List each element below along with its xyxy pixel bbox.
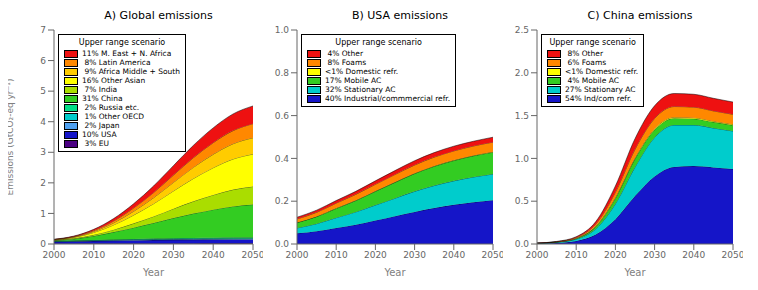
html-text:32% Stationary AC: 32% Stationary AC [325,85,396,94]
html-text:Upper range scenario: Upper range scenario [335,38,422,47]
svg-text:2040: 2040 [682,250,705,260]
svg-text:0.5: 0.5 [515,196,529,206]
html-text:40% Industrial/commmercial ref: 40% Industrial/commmercial refr. [325,94,451,103]
svg-text:0.8: 0.8 [275,68,290,78]
svg-text:Year: Year [142,267,165,276]
svg-text:Emissions (GtCO₂-eq yr⁻¹): Emissions (GtCO₂-eq yr⁻¹) [8,79,15,196]
html-text:B) USA emissions: B) USA emissions [352,9,448,22]
html-text:16% Other Asian: 16% Other Asian [82,76,146,85]
svg-text:2050: 2050 [722,250,743,260]
svg-text:2030: 2030 [162,250,185,260]
svg-text:Year: Year [383,267,406,276]
svg-text:2020: 2020 [604,250,627,260]
html-text:11% M. East + N. Africa: 11% M. East + N. Africa [82,49,172,58]
svg-text:1.0: 1.0 [275,25,290,35]
svg-text:7: 7 [40,25,46,35]
html-text:<1% Domestic refr.: <1% Domestic refr. [325,67,399,76]
svg-text:2020: 2020 [122,250,145,260]
svg-text:2010: 2010 [325,250,348,260]
html-text:<1% Domestic refr.: <1% Domestic refr. [565,67,639,76]
html-text:8% Latin America: 8% Latin America [82,58,151,67]
svg-text:2040: 2040 [202,250,225,260]
html-text:A) Global emissions: A) Global emissions [104,9,213,22]
html-text:10% USA: 10% USA [82,130,117,139]
svg-text:2.5: 2.5 [515,25,529,35]
svg-text:2040: 2040 [442,250,465,260]
svg-text:0: 0 [40,239,46,249]
svg-text:2030: 2030 [403,250,426,260]
html-text:27% Stationary AC: 27% Stationary AC [565,85,636,94]
svg-text:5: 5 [40,86,46,96]
html-text:6% Foams: 6% Foams [565,58,607,67]
html-text:31% China: 31% China [82,94,123,103]
svg-text:Year: Year [623,267,646,276]
html-text:7% India: 7% India [82,85,118,94]
svg-text:2020: 2020 [364,250,387,260]
svg-text:3: 3 [40,147,46,157]
html-text:9% Africa Middle + South: 9% Africa Middle + South [82,67,181,76]
html-text:17% Mobile AC: 17% Mobile AC [325,76,382,85]
svg-text:2050: 2050 [242,250,263,260]
html-text:C) China emissions: C) China emissions [587,9,693,22]
html-text:2% Russia etc.: 2% Russia etc. [82,103,140,112]
svg-text:0.0: 0.0 [275,239,290,249]
svg-text:2050: 2050 [482,250,503,260]
svg-text:4: 4 [40,117,46,127]
svg-text:2: 2 [40,178,46,188]
svg-text:2.0: 2.0 [515,68,530,78]
svg-text:2000: 2000 [43,250,66,260]
html-text:4% Mobile AC: 4% Mobile AC [565,76,619,85]
svg-text:2000: 2000 [526,250,549,260]
html-text:4% Other: 4% Other [325,49,363,58]
svg-text:0.0: 0.0 [515,239,530,249]
html-text:Upper range scenario: Upper range scenario [549,38,636,47]
svg-text:6: 6 [40,56,46,66]
html-text:2% Japan: 2% Japan [82,121,120,130]
svg-text:1.0: 1.0 [515,154,530,164]
html-text:3% EU: 3% EU [82,139,109,148]
html-text:Upper range scenario: Upper range scenario [78,38,166,47]
svg-text:2000: 2000 [286,250,309,260]
svg-text:2010: 2010 [82,250,105,260]
html-text:8% Foams: 8% Foams [325,58,367,67]
svg-text:2030: 2030 [643,250,666,260]
svg-text:2010: 2010 [565,250,588,260]
html-text:1% Other OECD: 1% Other OECD [82,112,144,121]
svg-text:0.2: 0.2 [275,196,289,206]
svg-text:0.4: 0.4 [275,154,290,164]
svg-text:0.6: 0.6 [275,111,290,121]
html-text:8% Other: 8% Other [565,49,603,58]
html-text:54% Ind/com refr.: 54% Ind/com refr. [565,94,632,103]
svg-text:1: 1 [40,209,46,219]
svg-text:1.5: 1.5 [515,111,529,121]
